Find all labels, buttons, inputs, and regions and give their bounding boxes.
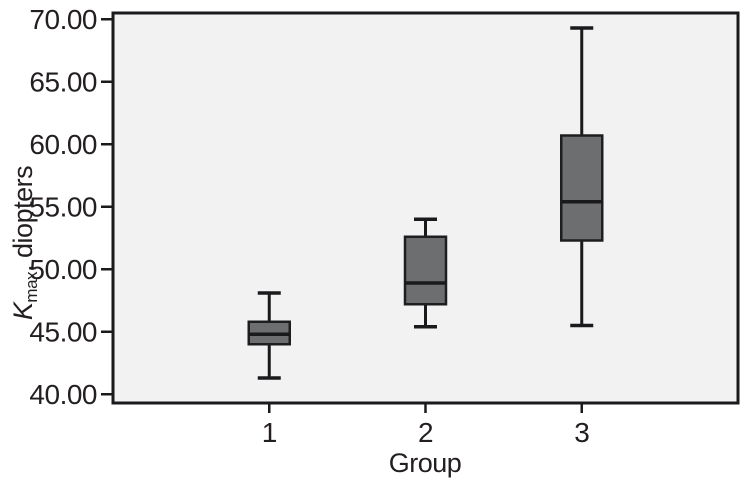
y-tick-label: 55.00 xyxy=(29,191,97,222)
y-tick-label: 65.00 xyxy=(29,66,97,97)
plot-area xyxy=(111,11,740,405)
box-group-3-iqr-box xyxy=(560,134,604,242)
y-axis-title-units: , diopters xyxy=(8,165,38,272)
x-axis-title: Group xyxy=(388,448,462,478)
y-axis-title-subscript: max xyxy=(22,271,41,303)
y-tick-label: 50.00 xyxy=(29,254,97,285)
box-group-2-iqr-box xyxy=(403,235,448,306)
x-tick-label: 1 xyxy=(262,417,277,448)
y-tick-label: 60.00 xyxy=(29,129,97,160)
y-tick-label: 70.00 xyxy=(29,4,97,35)
y-tick-label: 40.00 xyxy=(29,379,97,410)
y-tick-label: 45.00 xyxy=(29,316,97,347)
y-axis-title: Kmax, diopters xyxy=(6,88,41,398)
x-tick-label: 3 xyxy=(574,417,589,448)
y-axis-title-kmax-symbol: K xyxy=(8,302,38,321)
x-tick-label: 2 xyxy=(418,417,433,448)
